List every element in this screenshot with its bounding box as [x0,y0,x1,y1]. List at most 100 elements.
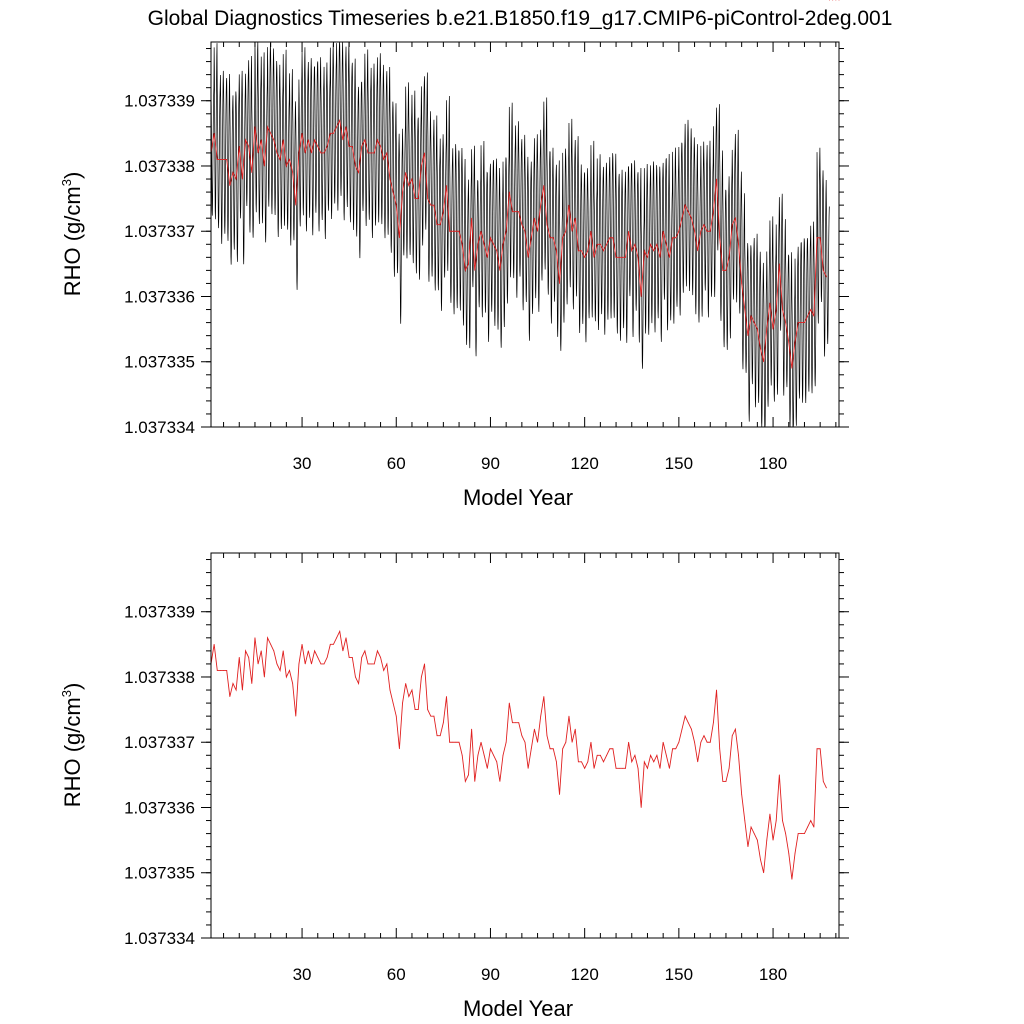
annual-data-point [581,250,582,252]
annual-data-point [549,748,551,750]
annual-data-point [669,256,670,258]
annual-data-point [414,198,416,200]
annual-data-point [285,165,287,167]
annual-data-point [763,361,765,363]
annual-data-point [549,237,551,239]
annual-data-point [471,217,473,219]
annual-data-point [521,735,523,737]
annual-data-point [524,230,526,232]
monthly-series-group [210,41,830,428]
annual-data-point [323,663,325,665]
annual-data-point [458,741,460,743]
annual-data-point [703,735,705,737]
annual-data-point [455,741,457,743]
annual-data-point [565,230,567,232]
annual-data-point [361,146,363,147]
annual-data-point [213,643,215,645]
annual-data-point [684,204,686,206]
annual-data-point [678,230,680,232]
annual-data-point [333,132,334,134]
annual-data-point [530,748,532,750]
annual-data-point [452,230,454,232]
annual-data-point [797,322,799,323]
annual-data-point [637,767,639,769]
annual-data-point [433,204,435,206]
annual-data-point [216,670,218,671]
annual-data-point [684,715,686,717]
annual-data-point [446,696,447,697]
annual-data-point [603,250,604,252]
annual-data-point [358,683,359,684]
annual-data-point [546,224,548,226]
annual-data-point [637,256,639,258]
annual-data-point [756,839,758,841]
annual-data-point [282,139,284,141]
x-tick-label: 90 [481,454,500,473]
annual-data-point [659,256,661,258]
annual-data-point [750,315,752,317]
annual-data-point [436,735,438,737]
annual-data-point [662,741,664,743]
annual-data-point [455,230,457,232]
annual-data-point [618,767,620,769]
annual-data-point [301,132,303,134]
annual-data-point [518,722,520,724]
annual-data-point [599,754,601,756]
annual-data-point [530,237,532,239]
annual-data-point [681,217,683,219]
annual-data-point [486,767,488,769]
annual-data-point [747,335,749,337]
annual-data-point [515,211,516,213]
annual-data-point [753,322,755,323]
annual-data-point [669,767,670,769]
annual-data-point [377,139,378,141]
annual-data-point [741,283,743,284]
annual-data-point [345,637,347,639]
annual-data-point [289,159,290,160]
annual-data-point [753,833,755,834]
annual-data-point [348,657,350,658]
annual-data-point [785,322,787,323]
annual-data-point [709,741,711,743]
annual-data-point [556,761,557,763]
annual-data-point [706,230,708,232]
annual-data-point [691,728,692,730]
annual-data-point [691,217,692,219]
annual-data-point [697,761,699,763]
annual-data-point [367,152,369,154]
annual-data-point [596,754,598,756]
annual-data-point [285,676,287,678]
annual-data-point [599,243,601,245]
annual-data-point [486,256,488,258]
annual-data-point [577,761,579,763]
annual-data-point [716,178,717,180]
annual-data-point [791,367,793,369]
annual-data-point [716,689,717,691]
annual-data-point [226,670,228,671]
annual-data-point [794,341,796,343]
annual-data-point [766,328,768,330]
bottom-ticks: 30 60 90 120 150 180 1.037334 1.037335 1.037336 1… [124,553,849,984]
annual-data-point [603,761,604,763]
annual-data-point [606,243,608,245]
annual-data-point [427,709,429,711]
top-ticks: 30 60 90 120 150 180 1.037334 1.037335 1.037336 1… [124,42,849,473]
annual-data-point [420,676,422,678]
annual-data-point [392,702,394,704]
annual-data-point [788,852,790,854]
bottom-x-axis-label: Model Year [463,996,573,1021]
x-tick-label: 30 [293,454,312,473]
annual-data-point [665,243,667,245]
annual-data-point [402,191,403,193]
annual-data-point [537,741,538,743]
annual-data-point [480,741,482,743]
annual-data-point [515,722,516,724]
annual-data-point [314,139,316,141]
annual-data-point [223,159,224,160]
annual-data-point [392,191,394,193]
annual-data-point [414,709,416,711]
annual-data-point [424,663,425,665]
annual-data-point [430,715,432,717]
annual-data-point [257,152,259,154]
annual-data-point [267,637,268,639]
